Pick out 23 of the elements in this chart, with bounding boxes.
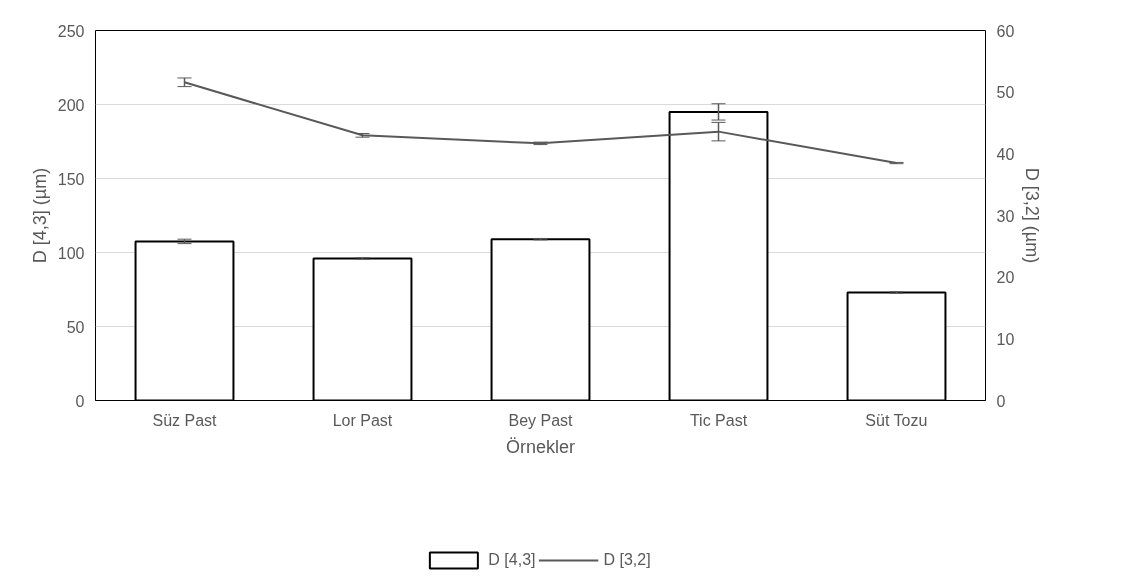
- x-tick-label: Süz Past: [152, 411, 218, 429]
- y-tick-label: 150: [57, 170, 85, 188]
- y2-tick-label: 60: [996, 22, 1015, 40]
- y2-tick-label: 20: [996, 269, 1015, 287]
- x-axis-title: Örnekler: [505, 436, 576, 457]
- x-tick-label: Süt Tozu: [865, 411, 928, 429]
- legend-label: D [3,2]: [603, 550, 651, 569]
- x-tick-label: Tic Past: [689, 411, 748, 429]
- y-tick-label: 0: [75, 392, 85, 410]
- y2-tick-label: 0: [996, 392, 1006, 410]
- legend-label: D [4,3]: [488, 550, 536, 569]
- y2-tick-label: 30: [996, 207, 1015, 225]
- y-tick-label: 100: [57, 244, 85, 262]
- y-tick-label: 200: [57, 96, 85, 114]
- y2-tick-label: 10: [996, 330, 1015, 348]
- y-tick-label: 50: [66, 318, 85, 336]
- x-tick-label: Bey Past: [508, 411, 574, 429]
- y2-tick-label: 50: [996, 84, 1015, 102]
- y2-tick-label: 40: [996, 145, 1015, 163]
- y-axis-title: D [4,3] (µm): [29, 167, 50, 264]
- y2-axis-title: D [3,2] (µm): [1022, 167, 1043, 264]
- x-tick-label: Lor Past: [332, 411, 393, 429]
- y-tick-label: 250: [57, 22, 85, 40]
